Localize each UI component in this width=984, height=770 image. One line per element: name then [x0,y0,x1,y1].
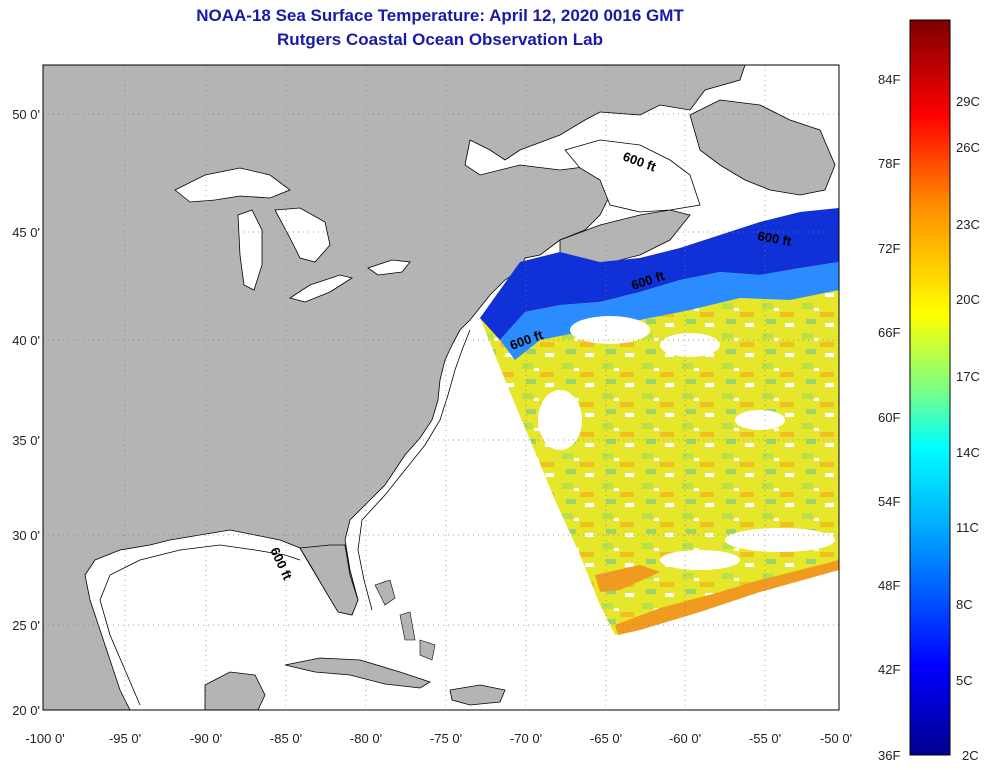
land-bahamas [374,579,436,661]
lon-label-70: -70 0' [509,731,543,746]
colorbar-c-5: 5C [956,673,973,688]
lake-ontario [367,259,411,276]
lake-michigan [237,209,263,291]
colorbar-c-11: 11C [956,520,979,535]
colorbar-f-36: 36F [878,748,901,763]
lon-label-55: -55 0' [748,731,782,746]
colorbar-c-14: 14C [956,445,980,460]
lon-label-75: -75 0' [429,731,463,746]
lake-erie [289,274,354,303]
lat-label-25: 25 0' [12,618,40,633]
land-hispaniola [449,684,506,706]
lon-label-85: -85 0' [269,731,303,746]
lon-label-95: -95 0' [108,731,142,746]
lon-label-60: -60 0' [668,731,702,746]
lat-label-50: 50 0' [12,107,40,122]
colorbar-f-72: 72F [878,241,901,256]
colorbar-c-26: 26C [956,140,980,155]
colorbar-f-78: 78F [878,156,901,171]
lon-label-100: -100 0' [25,731,65,746]
contour-600ft-east [357,329,471,611]
cloud-patches [538,316,835,570]
colorbar-f-84: 84F [878,72,901,87]
land-newfoundland [689,99,836,196]
colorbar-f-42: 42F [878,662,901,677]
gulf-st-lawrence [564,139,701,213]
sst-cold-band [480,208,839,340]
colorbar-c-20: 20C [956,292,980,307]
land-florida [299,544,359,616]
colorbar-c-2: 2C [962,748,979,763]
sst-mid-band [500,262,839,360]
lon-label-90: -90 0' [189,731,223,746]
colorbar [909,19,951,756]
colorbar-c-17: 17C [956,369,980,384]
lake-huron [274,207,331,263]
colorbar-c-8: 8C [956,597,973,612]
lat-label-30: 30 0' [12,528,40,543]
contour-label-scotian: 600 ft [756,228,793,249]
lat-label-35: 35 0' [12,433,40,448]
colorbar-f-48: 48F [878,578,901,593]
lon-label-50: -50 0' [819,731,853,746]
lat-label-40: 40 0' [12,333,40,348]
colorbar-f-66: 66F [878,325,901,340]
land-cuba [284,657,431,689]
map-border [42,64,840,711]
lon-label-80: -80 0' [349,731,383,746]
colorbar-f-60: 60F [878,410,901,425]
lat-label-45: 45 0' [12,225,40,240]
land-yucatan [204,671,266,710]
lat-label-20: 20 0' [12,703,40,718]
contour-600ft-gulf [99,544,301,706]
colorbar-c-29: 29C [956,94,980,109]
colorbar-f-54: 54F [878,494,901,509]
lon-label-65: -65 0' [589,731,623,746]
sst-warm-strip [595,560,839,635]
map-subtitle: Rutgers Coastal Ocean Observation Lab [277,30,603,49]
land-north-america [43,65,746,710]
lake-superior [174,167,291,203]
map-title: NOAA-18 Sea Surface Temperature: April 1… [196,6,684,25]
colorbar-c-23: 23C [956,217,980,232]
